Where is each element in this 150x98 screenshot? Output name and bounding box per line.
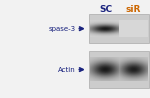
Text: SC: SC xyxy=(99,5,112,14)
Text: siR: siR xyxy=(125,5,141,14)
Text: spase-3: spase-3 xyxy=(49,26,76,32)
Text: Actin: Actin xyxy=(58,67,76,73)
Bar xyxy=(89,51,148,88)
Bar xyxy=(89,14,148,43)
